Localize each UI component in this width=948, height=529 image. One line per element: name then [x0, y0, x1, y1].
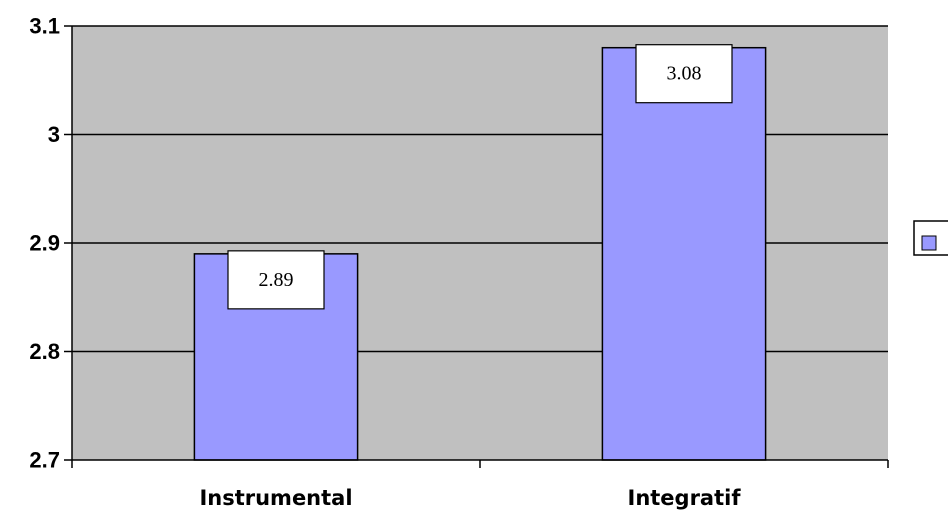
x-tick-label: Integratif	[628, 486, 742, 510]
y-tick-label: 3	[48, 122, 60, 147]
data-label-box	[227, 250, 325, 310]
y-tick-label: 3.1	[29, 14, 60, 39]
data-label: 3.08	[667, 63, 702, 85]
legend	[913, 220, 948, 256]
y-axis-ticks: 2.7 2.8 2.9 3 3.1	[29, 14, 60, 473]
x-tick-label: Instrumental	[199, 486, 352, 510]
data-labels: 2.89 3.08	[227, 44, 733, 310]
data-label: 2.89	[259, 269, 294, 291]
y-tick-label: 2.7	[29, 448, 60, 473]
legend-swatch	[921, 235, 937, 251]
bar-integratif	[601, 46, 767, 461]
bars	[193, 46, 767, 461]
axes	[64, 25, 889, 468]
data-label-box	[635, 44, 733, 104]
x-axis-ticks: Instrumental Integratif	[199, 486, 741, 510]
y-tick-label: 2.9	[29, 231, 60, 256]
y-tick-label: 2.8	[29, 339, 60, 364]
